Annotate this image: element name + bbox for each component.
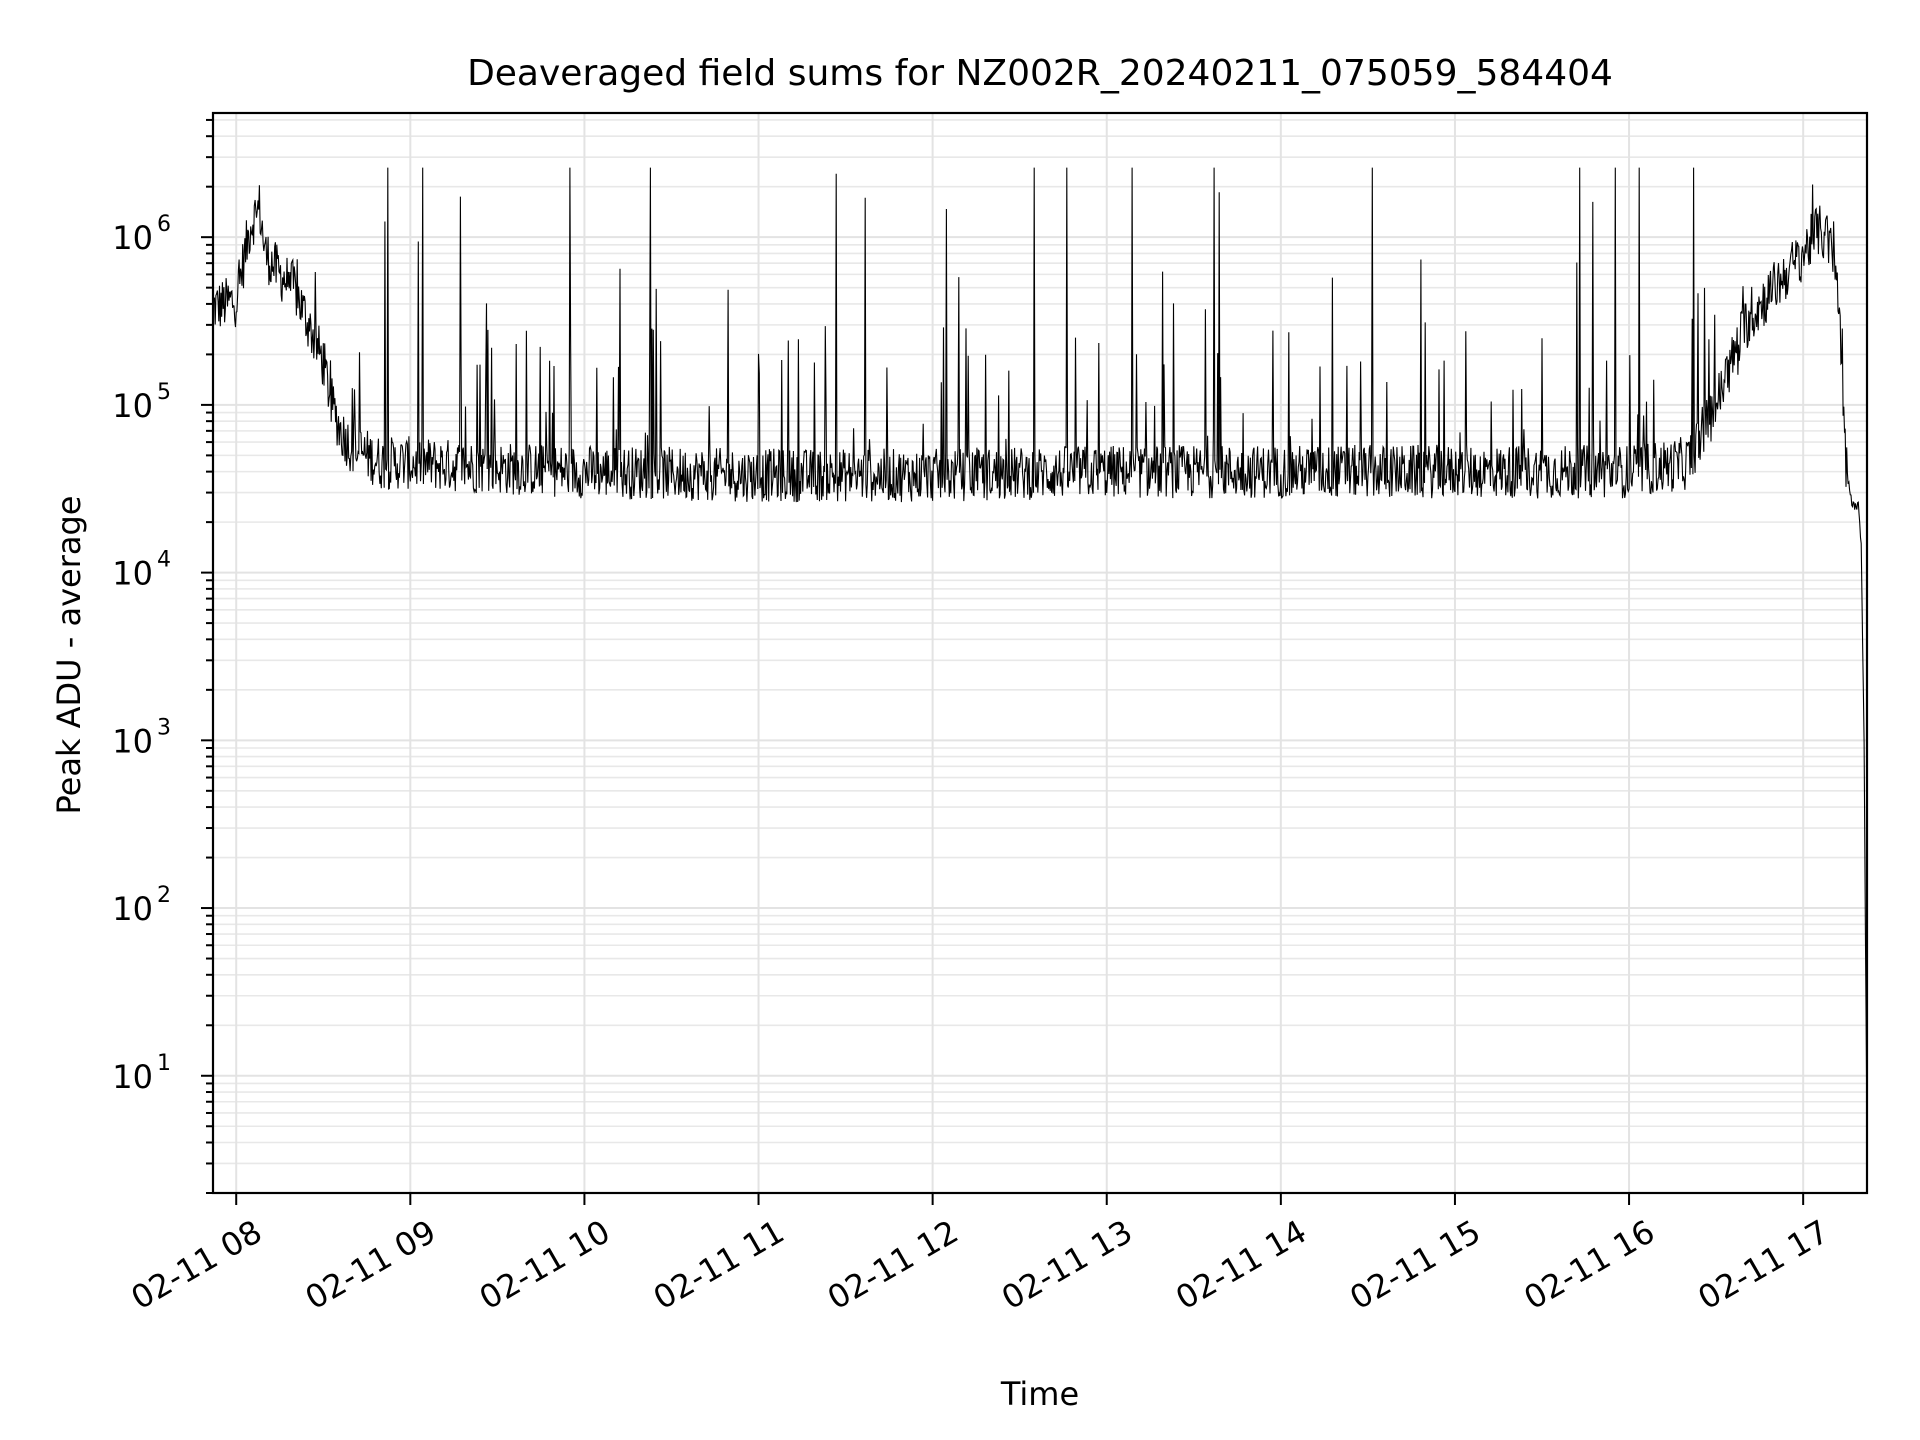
y-tick-label: 10	[112, 387, 153, 425]
y-tick-exponent: 3	[157, 715, 171, 740]
x-tick-label: 02-11 13	[995, 1212, 1139, 1317]
y-tick-exponent: 6	[157, 212, 171, 237]
x-tick-label: 02-11 08	[125, 1212, 269, 1317]
x-tick-label: 02-11 11	[647, 1212, 791, 1317]
y-tick-exponent: 2	[157, 883, 171, 908]
y-tick-label: 10	[112, 1058, 153, 1096]
x-tick-label: 02-11 14	[1169, 1212, 1313, 1317]
x-tick-label: 02-11 16	[1517, 1212, 1661, 1317]
y-tick-label: 10	[112, 219, 153, 257]
y-tick-exponent: 4	[157, 548, 171, 573]
x-tick-label: 02-11 15	[1343, 1212, 1487, 1317]
x-tick-label: 02-11 17	[1692, 1212, 1836, 1317]
series-line	[212, 167, 1868, 1141]
x-axis-label: Time	[1000, 1375, 1079, 1413]
y-axis-label: Peak ADU - average	[50, 496, 88, 815]
series-layer	[212, 167, 1868, 1141]
plot-frame	[211, 111, 1869, 1195]
x-tick-label: 02-11 12	[821, 1212, 965, 1317]
x-tick-label: 02-11 09	[299, 1212, 443, 1317]
y-tick-exponent: 5	[157, 380, 171, 405]
y-tick-exponent: 1	[157, 1051, 171, 1076]
y-tick-label: 10	[112, 890, 153, 928]
grid-layer	[213, 113, 1867, 1194]
chart-title: Deaveraged field sums for NZ002R_2024021…	[467, 53, 1613, 94]
x-tick-label: 02-11 10	[473, 1212, 617, 1317]
y-tick-label: 10	[112, 555, 153, 593]
y-tick-label: 10	[112, 722, 153, 760]
